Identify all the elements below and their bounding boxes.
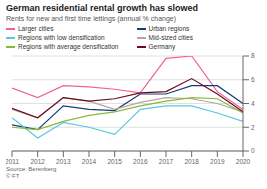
svg-text:2016: 2016	[133, 158, 148, 165]
svg-text:4: 4	[251, 100, 255, 107]
html-text:Larger cities: Larger cities	[18, 25, 54, 32]
svg-text:2019: 2019	[210, 158, 225, 165]
html-text:German residential rental grow: German residential rental growth has slo…	[6, 3, 199, 13]
html-text:Regions with average densifica: Regions with average densification	[18, 43, 119, 50]
svg-text:2015: 2015	[107, 158, 122, 165]
svg-text:2013: 2013	[56, 158, 71, 165]
svg-text:2017: 2017	[159, 158, 174, 165]
html-text:Mid-sized cities: Mid-sized cities	[148, 34, 193, 41]
html-text:Germany: Germany	[148, 43, 176, 50]
svg-text:2014: 2014	[82, 158, 97, 165]
svg-text:2018: 2018	[184, 158, 199, 165]
svg-text:2020: 2020	[236, 158, 251, 165]
svg-text:2: 2	[251, 124, 255, 131]
svg-text:6: 6	[251, 76, 255, 83]
html-text:Rents for new and first time l: Rents for new and first time lettings (a…	[6, 15, 176, 22]
html-text:Source: Berenberg © FT: Source: Berenberg © FT	[6, 166, 57, 179]
svg-text:0: 0	[251, 147, 255, 154]
html-text:Regions with low densification: Regions with low densification	[18, 34, 105, 41]
svg-text:2011: 2011	[8, 158, 19, 165]
svg-text:8: 8	[251, 52, 255, 59]
html-text:Urban regions: Urban regions	[148, 25, 190, 32]
svg-text:2012: 2012	[30, 158, 45, 165]
